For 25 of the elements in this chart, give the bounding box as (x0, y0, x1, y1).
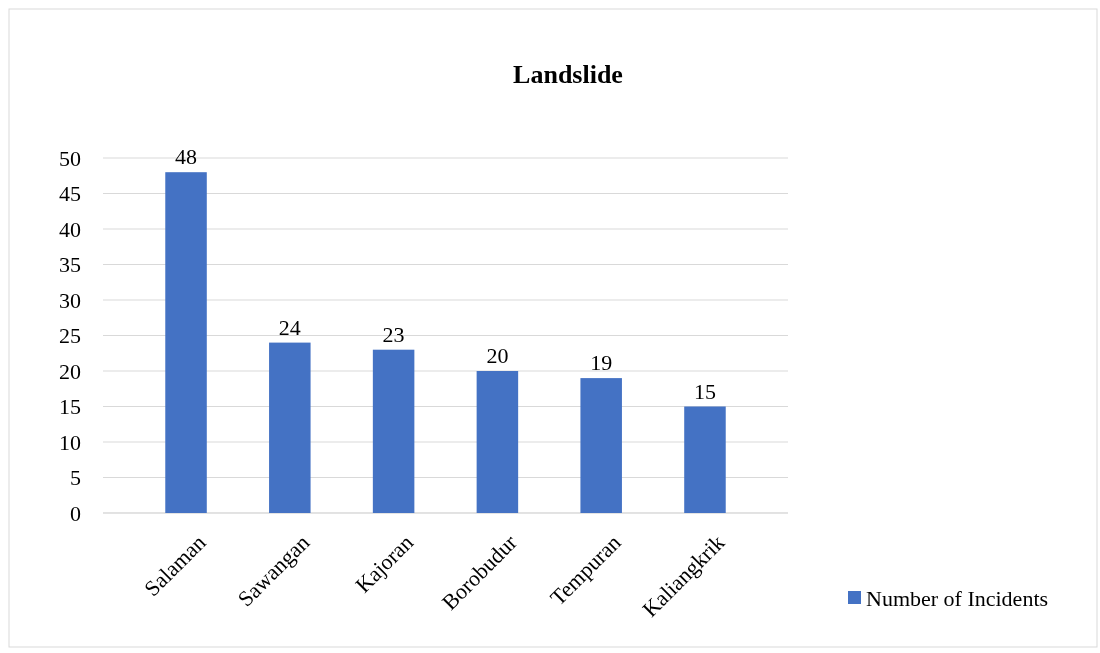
bar (476, 371, 519, 513)
y-tick-label: 50 (59, 145, 81, 171)
bar (372, 349, 415, 513)
y-tick-label: 40 (59, 216, 81, 242)
data-label: 15 (693, 378, 716, 404)
legend-label: Number of Incidents (866, 585, 1049, 611)
y-tick-label: 5 (70, 465, 81, 491)
bar (269, 342, 311, 513)
y-tick-label: 10 (59, 429, 81, 455)
data-label: 20 (486, 343, 509, 368)
y-tick-label: 0 (70, 500, 81, 526)
y-tick-label: 35 (59, 252, 81, 278)
y-tick-label: 30 (59, 287, 81, 313)
data-label: 48 (175, 144, 198, 170)
y-tick-label: 20 (59, 358, 81, 384)
y-tick-label: 45 (59, 181, 81, 207)
bar (165, 172, 207, 513)
chart-title: Landslide (513, 60, 623, 89)
y-tick-label: 15 (59, 394, 81, 420)
data-label: 23 (382, 321, 405, 347)
y-tick-label: 25 (59, 323, 81, 349)
data-label: 19 (590, 350, 613, 376)
data-label: 24 (278, 314, 301, 340)
bar (684, 406, 726, 513)
bar (580, 378, 622, 513)
